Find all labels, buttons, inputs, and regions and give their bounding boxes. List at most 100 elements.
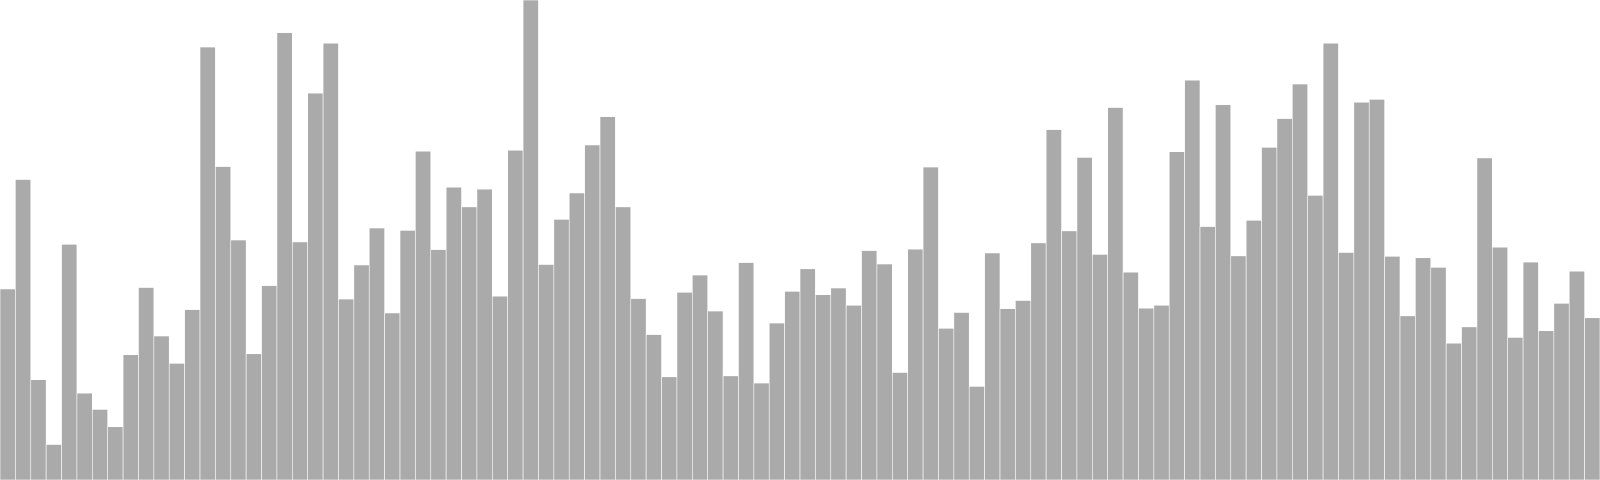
bar-91 xyxy=(1384,256,1401,480)
bar-49 xyxy=(738,262,755,480)
bar-59 xyxy=(892,372,908,480)
bar-60 xyxy=(907,248,924,480)
bar-53 xyxy=(799,268,816,480)
bar-72 xyxy=(1092,254,1108,480)
bar-47 xyxy=(707,310,724,480)
bar-37 xyxy=(553,219,570,480)
bar-35 xyxy=(522,0,539,480)
bar-12 xyxy=(168,363,185,480)
bar-81 xyxy=(1230,255,1247,480)
bar-45 xyxy=(676,292,693,480)
bar-66 xyxy=(999,308,1016,480)
bar-97 xyxy=(1476,157,1493,480)
bar-16 xyxy=(230,239,247,480)
bar-38 xyxy=(568,192,585,480)
bar-52 xyxy=(784,291,801,480)
bar-92 xyxy=(1399,315,1416,480)
bar-103 xyxy=(1568,270,1585,480)
bar-68 xyxy=(1030,242,1047,480)
bar-30 xyxy=(445,186,462,480)
bar-87 xyxy=(1322,42,1339,480)
bar-14 xyxy=(199,46,216,480)
bar-13 xyxy=(184,309,201,480)
bar-67 xyxy=(1015,300,1032,480)
bar-54 xyxy=(815,294,832,480)
bar-57 xyxy=(861,250,878,480)
bar-83 xyxy=(1261,147,1278,480)
bar-28 xyxy=(415,150,432,480)
bar-99 xyxy=(1507,337,1524,480)
bar-23 xyxy=(338,298,355,480)
bar-76 xyxy=(1153,304,1170,480)
bar-39 xyxy=(584,144,601,480)
bar-93 xyxy=(1415,257,1432,480)
bar-65 xyxy=(984,252,1001,480)
bar-36 xyxy=(538,264,555,480)
bar-85 xyxy=(1292,83,1308,480)
bar-25 xyxy=(368,227,385,480)
bar-89 xyxy=(1353,101,1370,480)
bar-56 xyxy=(845,304,862,480)
bar-48 xyxy=(722,375,739,480)
bar-2 xyxy=(15,179,32,480)
bar-86 xyxy=(1307,195,1324,480)
bar-11 xyxy=(153,335,170,480)
bar-64 xyxy=(968,386,985,480)
bar-77 xyxy=(1168,151,1185,480)
bar-70 xyxy=(1061,230,1078,480)
bar-33 xyxy=(492,295,508,480)
bar-15 xyxy=(215,166,232,480)
bar-84 xyxy=(1276,118,1293,480)
bar-22 xyxy=(322,42,339,480)
bar-40 xyxy=(599,116,616,480)
bar-19 xyxy=(276,32,293,480)
bar-102 xyxy=(1553,303,1570,480)
bar-27 xyxy=(399,230,416,480)
bar-10 xyxy=(138,287,155,480)
bar-5 xyxy=(61,244,78,480)
bar-95 xyxy=(1445,342,1462,480)
bar-90 xyxy=(1368,99,1385,480)
bar-94 xyxy=(1430,267,1447,480)
bar-50 xyxy=(753,382,770,480)
bar-9 xyxy=(122,354,139,480)
bar-32 xyxy=(476,188,493,480)
bar-79 xyxy=(1199,226,1216,480)
bar-42 xyxy=(630,298,647,480)
bar-78 xyxy=(1184,79,1201,480)
bar-101 xyxy=(1538,330,1555,480)
bar-34 xyxy=(507,149,524,480)
bar-75 xyxy=(1138,307,1155,480)
bar-6 xyxy=(76,392,93,480)
bar-98 xyxy=(1492,246,1508,480)
bar-8 xyxy=(107,426,124,480)
bar-29 xyxy=(430,249,447,480)
bar-31 xyxy=(461,206,478,480)
bar-74 xyxy=(1122,271,1139,480)
bar-17 xyxy=(245,353,262,480)
bar-73 xyxy=(1107,107,1124,480)
bar-88 xyxy=(1338,252,1355,480)
bar-3 xyxy=(30,379,47,480)
bar-51 xyxy=(768,322,785,480)
bar-82 xyxy=(1245,220,1262,480)
bar-100 xyxy=(1522,261,1539,480)
bar-80 xyxy=(1215,104,1232,480)
bar-20 xyxy=(292,241,308,480)
bar-7 xyxy=(92,409,108,480)
bar-61 xyxy=(922,166,939,480)
bar-43 xyxy=(645,334,662,480)
bar-4 xyxy=(45,444,62,480)
bar-41 xyxy=(615,206,632,480)
bar-46 xyxy=(692,274,708,480)
bar-62 xyxy=(938,328,955,480)
bar-58 xyxy=(876,263,893,480)
bar-71 xyxy=(1076,157,1093,480)
bar-55 xyxy=(830,287,847,480)
bar-24 xyxy=(353,264,370,480)
bar-104 xyxy=(1584,317,1600,480)
bar-96 xyxy=(1461,326,1478,480)
